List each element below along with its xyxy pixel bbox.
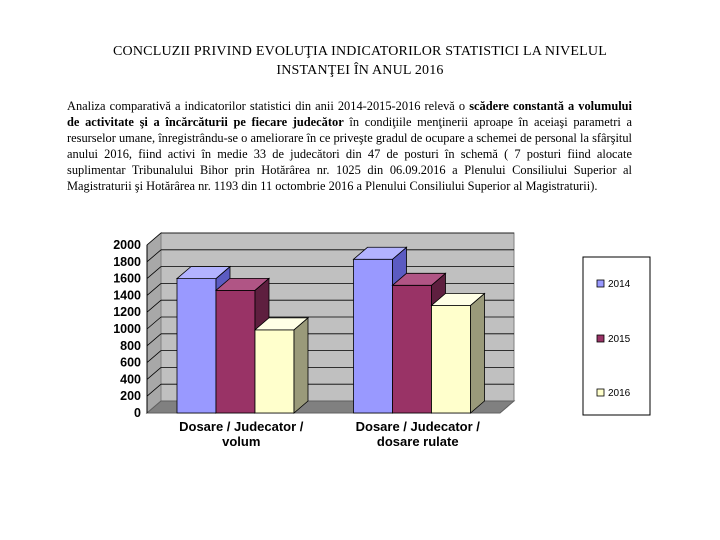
title-line-1: CONCLUZII PRIVIND EVOLUŢIA INDICATORILOR…	[113, 44, 607, 59]
y-tick-label: 2000	[113, 238, 141, 252]
gridline-side	[146, 266, 162, 279]
y-tick-label: 1200	[113, 305, 141, 319]
document-title: CONCLUZII PRIVIND EVOLUŢIA INDICATORILOR…	[40, 42, 680, 80]
paragraph-text-2: în condiţiile menţinerii aproape în acei…	[67, 115, 632, 194]
y-tick-label: 1000	[113, 322, 141, 336]
bar	[431, 305, 471, 414]
x-tick-label: Dosare / Judecator /	[356, 419, 481, 434]
gridline-side	[146, 316, 162, 330]
x-tick-label: volum	[222, 434, 260, 449]
gridline-side	[146, 299, 162, 313]
y-tick-label: 1800	[113, 255, 141, 269]
legend-swatch	[596, 334, 605, 343]
bar-side	[470, 292, 485, 414]
y-tick-label: 1600	[113, 272, 141, 286]
legend-box	[582, 256, 651, 416]
bar-top	[175, 266, 232, 280]
y-tick-label: 0	[134, 406, 141, 420]
bar	[215, 289, 256, 414]
bar-top	[430, 293, 486, 306]
gridline-side	[146, 383, 162, 397]
y-tick-label: 800	[120, 339, 141, 353]
y-tick-label: 1400	[113, 288, 141, 302]
analysis-paragraph: Analiza comparativă a indicatorilor stat…	[67, 98, 632, 195]
legend-label: 2015	[608, 334, 631, 345]
bar	[392, 284, 432, 414]
bar-top	[214, 277, 271, 291]
gridline-side	[146, 350, 162, 363]
gridline-side	[146, 249, 162, 263]
legend-swatch	[596, 388, 605, 397]
bar	[176, 278, 217, 414]
gridline-side	[146, 232, 162, 246]
paragraph-bold-text: scădere constantă a volumului de activit…	[67, 99, 632, 130]
gridline-side	[146, 367, 162, 380]
legend-label: 2016	[608, 388, 631, 399]
bar-side	[293, 316, 309, 414]
y-tick-label: 400	[120, 372, 141, 386]
x-tick-label: Dosare / Judecator /	[179, 419, 304, 434]
paragraph-text-1: Analiza comparativă a indicatorilor stat…	[67, 99, 470, 113]
bar-top	[253, 317, 310, 331]
y-tick-label: 600	[120, 356, 141, 370]
legend-label: 2014	[608, 279, 631, 290]
title-line-2: INSTANŢEI ÎN ANUL 2016	[276, 63, 444, 78]
bar	[254, 329, 295, 414]
bar-top	[391, 272, 447, 286]
gridline-side	[146, 283, 162, 296]
legend-swatch	[596, 279, 605, 288]
x-tick-label: dosare rulate	[377, 434, 459, 449]
bar	[353, 258, 393, 414]
y-tick-label: 200	[120, 389, 141, 403]
bar-top	[352, 246, 408, 260]
gridline-side	[146, 333, 162, 347]
